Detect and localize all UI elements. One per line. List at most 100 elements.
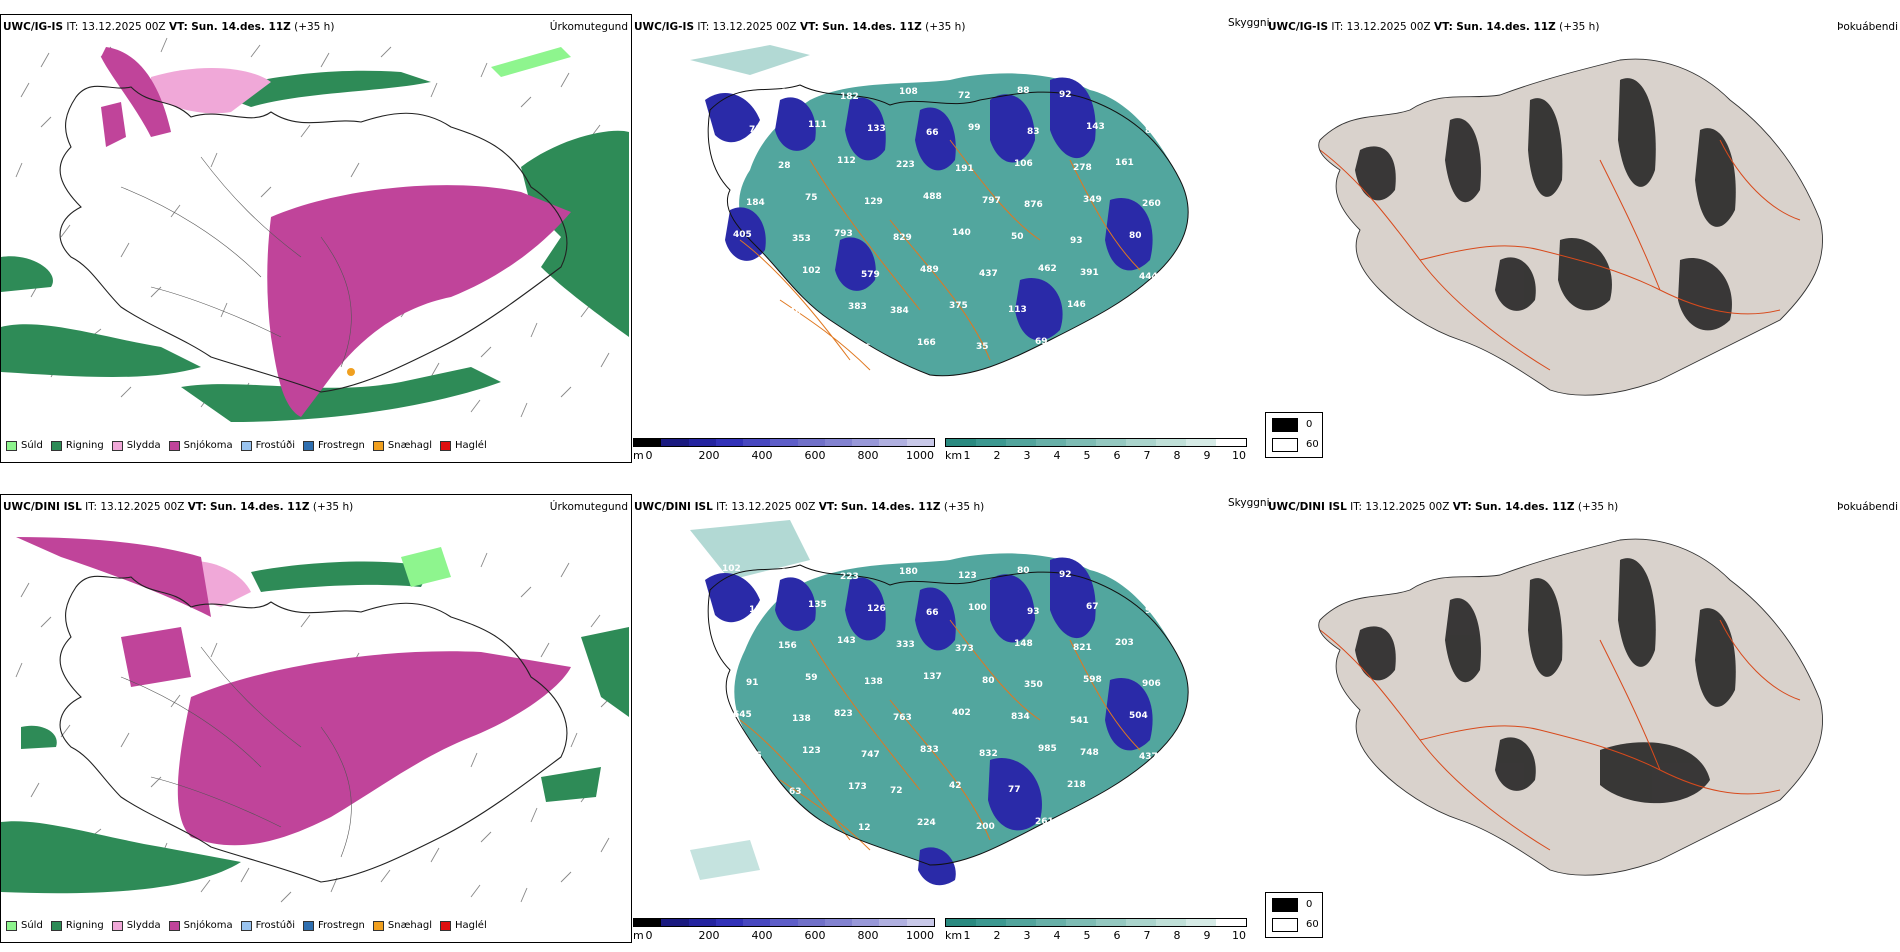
cloud-height-label: 42 [949, 781, 962, 791]
fog-dark-areas [1355, 558, 1736, 804]
cloud-height-label: 80 [1017, 566, 1030, 576]
cloud-height-label: 200 [976, 822, 995, 832]
snow-area [121, 627, 191, 687]
cloud-height-label: 99 [968, 123, 981, 133]
cloud-height-label: 747 [861, 750, 880, 760]
visibility-tick: 3 [1023, 449, 1031, 462]
rain-area [1, 256, 53, 292]
height-tick: 200 [698, 929, 720, 942]
it-value: 13.12.2025 00Z [731, 501, 816, 513]
light-teal-area [690, 45, 810, 75]
cloud-height-label: 823 [834, 709, 853, 719]
vt-value: Sun. 14.des. 11Z [1475, 501, 1575, 513]
cloud-height-label: 138 [792, 714, 811, 724]
legend-item: Snæhagl [372, 440, 432, 451]
visibility-colorbar [945, 918, 1247, 927]
cloud-height-label: 146 [1067, 300, 1086, 310]
cloud-height-label: 391 [1080, 268, 1099, 278]
it-value: 13.12.2025 00Z [712, 21, 797, 33]
cloud-height-label: 141 [799, 339, 818, 349]
visibility-tick: 5 [1083, 449, 1091, 462]
cloud-height-label: 797 [982, 196, 1001, 206]
height-tick: 400 [751, 449, 773, 462]
legend-swatch [168, 920, 180, 931]
contours [739, 139, 1141, 371]
height-unit: m [633, 449, 644, 462]
model-name: UWC/IG-IS [3, 21, 64, 33]
fog-index-map [1318, 538, 1824, 876]
cloud-base-map: 94 118 182 108 72 88 92 99 75 111 133 66 99 83 143 80 71… [690, 45, 1189, 377]
legend-swatch [372, 920, 384, 931]
cloud-height-label: 193 [1126, 784, 1145, 794]
cloud-height-label: 829 [893, 233, 912, 243]
lead-time: (+35 h) [294, 21, 335, 33]
legend-item: Rigning [50, 440, 104, 451]
cloud-height-label: 191 [955, 164, 974, 174]
cloud-height-label: 876 [1024, 200, 1043, 210]
cloud-height-label: 66 [926, 128, 939, 138]
fog-roads [1319, 619, 1801, 851]
rivers-roads [120, 156, 352, 368]
legend-label: Slydda [126, 440, 161, 451]
height-tick: 800 [857, 929, 879, 942]
cloud-height-labels: 102 145 223 180 123 80 92 111 133 135 126 66 100 93 67… [722, 564, 1161, 834]
legend-swatch [111, 920, 123, 931]
legend-item: Rigning [50, 920, 104, 931]
cloud-height-label: 383 [848, 302, 867, 312]
cloud-height-label: 223 [840, 572, 859, 582]
vt-label: VT: [187, 501, 207, 513]
cloud-height-label: 156 [778, 641, 797, 651]
visibility-tick: 7 [1143, 449, 1151, 462]
cloud-height-label: 353 [792, 234, 811, 244]
snow-area [101, 102, 126, 147]
cloud-height-label: 83 [1027, 127, 1040, 137]
precip-areas [1, 47, 629, 422]
cloud-height-label: 462 [1038, 264, 1057, 274]
lead-time: (+35 h) [925, 21, 966, 33]
visibility-tick: 4 [1053, 929, 1061, 942]
visibility-tick: 2 [993, 929, 1001, 942]
cloud-height-label: 75 [749, 125, 762, 135]
legend-item: Snjókoma [168, 920, 233, 931]
cloud-height-label: 102 [802, 266, 821, 276]
it-value: 13.12.2025 00Z [1365, 501, 1450, 513]
cloud-height-label: 375 [743, 751, 762, 761]
cloud-height-label: 541 [1070, 716, 1089, 726]
fog-roads [1319, 139, 1801, 371]
cloud-height-label: 184 [746, 198, 765, 208]
legend-label: Haglél [455, 920, 487, 931]
cloud-height-label: 88 [1017, 86, 1030, 96]
fog-index-map [1318, 58, 1824, 396]
legend-item: Slydda [111, 920, 161, 931]
cloud-height-label: 145 [781, 568, 800, 578]
precip-areas [1, 537, 629, 894]
legend-item: Frostregn [303, 920, 365, 931]
precip-type-legend: Súld Rigning Slydda Snjókoma Frostúði Fr… [6, 920, 495, 931]
legend-item: Frostregn [303, 440, 365, 451]
it-label: IT: [66, 21, 79, 33]
coastline [59, 575, 568, 883]
vt-value: Sun. 14.des. 11Z [210, 501, 310, 513]
visibility-tick: 5 [1083, 929, 1091, 942]
it-label: IT: [1350, 501, 1363, 513]
legend-swatch [50, 440, 62, 451]
visibility-tick: 6 [1113, 449, 1121, 462]
cloud-height-label: 12 [858, 823, 871, 833]
height-tick: 1000 [906, 929, 934, 942]
legend-label: Rigning [65, 920, 104, 931]
model-name: UWC/DINI ISL [1268, 501, 1347, 513]
contours [739, 619, 1141, 851]
cloud-height-label: 373 [955, 644, 974, 654]
cloud-base-map: 102 145 223 180 123 80 92 111 133 135 126 66 100 93 67… [690, 520, 1189, 886]
it-value: 13.12.2025 00Z [81, 21, 166, 33]
cloud-height-label: 985 [1038, 744, 1057, 754]
fog-swatch-black [1272, 898, 1298, 912]
cloud-height-label: 278 [1073, 163, 1092, 173]
visibility-tick: 2 [993, 449, 1001, 462]
cloud-height-label: 444 [1139, 272, 1158, 282]
vt-value: Sun. 14.des. 11Z [841, 501, 941, 513]
cloud-height-label: 400 [789, 307, 808, 317]
cloud-height-label: 63 [789, 787, 802, 797]
legend-swatch [168, 440, 180, 451]
cloud-height-label: 135 [808, 600, 827, 610]
